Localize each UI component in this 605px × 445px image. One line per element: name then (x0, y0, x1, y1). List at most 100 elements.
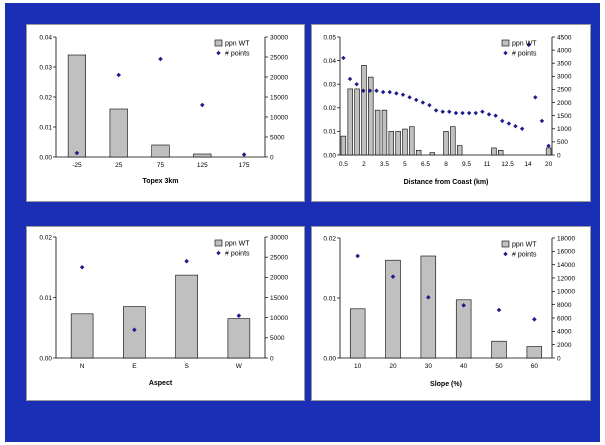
bar (526, 346, 543, 359)
x-tick-label: 50 (495, 363, 503, 370)
data-point (380, 89, 386, 95)
data-point (440, 109, 445, 114)
x-tick-label: 0.5 (339, 161, 348, 168)
x-tick-label: 30 (425, 363, 433, 370)
data-point (420, 100, 426, 105)
data-point (513, 123, 518, 129)
legend-label: ppn WT (512, 242, 537, 249)
chart-panel-topex: 0.00 0.01 0.02 0.03 0.04 0 5000 10000 15000 20000… (26, 24, 305, 202)
data-point (79, 264, 85, 270)
bar (498, 149, 504, 156)
legend-label: ppn WT (512, 41, 537, 48)
x-tick-label: 10 (354, 363, 362, 370)
legend-swatch-point (503, 251, 508, 257)
data-point (74, 150, 80, 156)
data-point (473, 110, 478, 116)
data-point (546, 143, 551, 149)
data-point (493, 113, 498, 118)
bar (381, 109, 388, 156)
y-tick-label-right: 0 (270, 355, 274, 362)
data-point (132, 327, 137, 333)
y-tick-label-right: 3000 (557, 74, 572, 81)
x-tick-label: 20 (545, 161, 553, 168)
legend: ppn WT # points (501, 39, 537, 58)
x-tick-label: 14 (524, 161, 532, 168)
data-point (433, 108, 439, 113)
data-point (355, 253, 360, 259)
slide-background: 0.00 0.01 0.02 0.03 0.04 0 5000 10000 15000 20000… (5, 3, 600, 442)
legend: ppn WT # points (214, 39, 250, 58)
y-tick-label-right: 2000 (557, 100, 572, 107)
bar (368, 76, 374, 156)
legend-swatch-bar (214, 39, 223, 47)
y-tick-label-right: 4000 (557, 329, 572, 336)
y-tick-label-right: 0 (270, 154, 274, 161)
data-point (453, 110, 459, 116)
data-point (407, 95, 412, 100)
y-tick-label-left: 0.04 (39, 34, 52, 41)
bar (443, 131, 449, 156)
y-tick-label-left: 0.03 (323, 82, 336, 89)
x-tick-label: 11 (484, 161, 491, 168)
legend-swatch-bar (501, 39, 510, 47)
data-point (427, 102, 432, 108)
data-point (500, 118, 505, 124)
y-tick-label-left: 0.02 (39, 234, 52, 241)
x-tick-label: 8 (444, 161, 448, 168)
chart-panel-aspect: 0.00 0.01 0.02 0 5000 10000 15000 20000 25000 300… (26, 226, 305, 401)
legend: ppn WT # points (214, 239, 250, 258)
bar (123, 306, 146, 359)
bar (361, 65, 367, 156)
data-point (496, 307, 502, 313)
y-tick-label-right: 10000 (270, 114, 288, 121)
y-tick-label-right: 2000 (557, 342, 572, 349)
data-point (184, 258, 189, 264)
bar (450, 126, 456, 156)
y-tick-label-right: 10000 (557, 289, 575, 296)
y-tick-label-left: 0.01 (323, 295, 336, 302)
y-tick-label-right: 20000 (270, 74, 288, 81)
y-tick-label-left: 0.01 (323, 129, 336, 136)
y-tick-label-left: 0.00 (323, 152, 336, 159)
data-point (480, 109, 485, 114)
bar (70, 313, 94, 359)
x-axis-title: Topex 3km (142, 178, 178, 185)
data-point (526, 42, 531, 48)
chart-topex: 0.00 0.01 0.02 0.03 0.04 0 5000 10000 15000 20000… (39, 34, 288, 185)
data-point (354, 82, 359, 87)
bar (491, 340, 507, 359)
y-tick-label-right: 16000 (557, 249, 575, 256)
data-point (387, 89, 392, 95)
bar (227, 318, 251, 359)
y-tick-label-right: 5000 (270, 134, 285, 141)
data-point (506, 121, 512, 126)
y-tick-label-right: 4500 (557, 34, 572, 41)
data-point (116, 72, 121, 78)
bar (349, 308, 366, 359)
y-tick-label-right: 25000 (270, 54, 288, 61)
legend-swatch-point (216, 250, 221, 256)
y-tick-label-left: 0.02 (323, 235, 336, 242)
y-tick-label-left: 0.04 (323, 58, 336, 65)
data-point (347, 76, 353, 82)
y-tick-label-left: 0.01 (39, 295, 52, 302)
y-tick-label-left: 0.01 (39, 124, 52, 131)
x-tick-label: -25 (72, 162, 82, 169)
bar (385, 259, 401, 359)
legend-label: ppn WT (225, 41, 250, 48)
legend-label: # points (225, 51, 250, 58)
x-tick-label: 9.5 (462, 161, 471, 168)
y-tick-label-right: 18000 (557, 235, 575, 242)
data-point (241, 152, 247, 157)
bar (354, 88, 360, 156)
y-tick-label-left: 0.00 (39, 355, 52, 362)
y-tick-label-left: 0.02 (39, 94, 52, 101)
x-tick-label: W (236, 363, 243, 370)
chart-panel-slope: 0.00 0.01 0.02 0 2000 4000 6000 8000 10000 12000 1… (311, 226, 591, 401)
x-axis-title: Aspect (149, 380, 173, 387)
y-tick-label-right: 8000 (557, 302, 572, 309)
x-axis-title: Slope (%) (430, 381, 462, 388)
bar (151, 144, 170, 158)
y-tick-label-left: 0.02 (323, 105, 336, 112)
chart-slope: 0.00 0.01 0.02 0 2000 4000 6000 8000 10000 12000 1… (323, 235, 575, 388)
